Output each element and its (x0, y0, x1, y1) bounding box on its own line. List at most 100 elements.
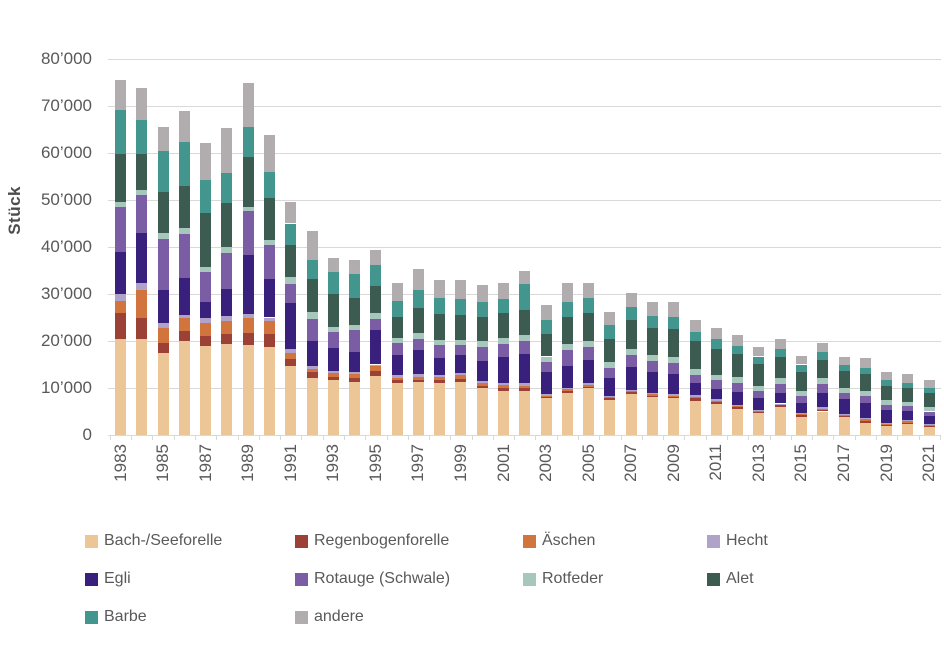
bar-segment-1985 (157, 352, 169, 435)
bar-segment-2021 (923, 392, 935, 408)
bar-segment-2003 (540, 356, 552, 362)
bar-segment-1993 (327, 332, 339, 348)
bar-segment-2020 (902, 422, 914, 425)
x-axis-tick (556, 435, 558, 440)
bar-segment-2013 (753, 364, 765, 387)
bar-segment-2014 (774, 405, 786, 408)
bar-segment-2018 (859, 373, 871, 391)
bar-segment-2016 (817, 411, 829, 435)
bar-segment-1999 (455, 280, 467, 299)
x-axis-year-label: 2017 (834, 444, 854, 482)
bar-segment-1998 (434, 383, 446, 435)
bar-segment-2009 (668, 357, 680, 364)
bar-segment-2012 (732, 391, 744, 405)
bar-segment-2005 (583, 359, 595, 384)
bar-segment-2020 (902, 410, 914, 420)
x-axis-year-label: 1995 (365, 444, 385, 482)
bar-segment-2004 (561, 282, 573, 302)
x-axis-tick (854, 435, 856, 440)
bar-segment-1983 (115, 207, 126, 253)
bar-segment-2012 (732, 407, 744, 410)
bar-segment-2018 (859, 395, 871, 403)
bar-segment-2017 (838, 387, 850, 393)
bar-segment-2002 (519, 270, 531, 284)
bar-segment-2011 (710, 374, 722, 381)
bar-segment-1994 (349, 325, 361, 331)
bar-segment-2020 (902, 424, 914, 435)
legend-label: Regenbogenforelle (314, 532, 450, 549)
bar-segment-1994 (349, 274, 361, 298)
gridline (108, 153, 941, 154)
bar-segment-2008 (647, 396, 658, 435)
bar-segment-1991 (285, 201, 297, 224)
bar-segment-2009 (668, 396, 680, 399)
bar-segment-2008 (647, 355, 658, 361)
bar-segment-2012 (732, 354, 744, 378)
legend-label: Hecht (726, 532, 768, 549)
bar-segment-1990 (263, 347, 275, 435)
bar-segment-1989 (242, 210, 254, 255)
bar-segment-1992 (306, 260, 318, 280)
x-axis-tick (535, 435, 537, 440)
bar-segment-2008 (647, 394, 658, 396)
y-axis-tick-label: 70’000 (40, 96, 92, 115)
bar-segment-2021 (923, 380, 935, 388)
bar-segment-2007 (625, 390, 637, 393)
bar-segment-2001 (498, 313, 510, 339)
bar-segment-2021 (923, 424, 935, 426)
x-axis-tick (386, 435, 388, 440)
bar-segment-1995 (370, 264, 382, 286)
bar-segment-2020 (902, 388, 914, 402)
y-axis-tick-label: 80’000 (40, 49, 92, 68)
bar-segment-2003 (540, 394, 552, 396)
bar-segment-1987 (200, 335, 212, 347)
bar-segment-2014 (774, 349, 786, 357)
bar-segment-2020 (902, 373, 914, 383)
bar-segment-2019 (881, 372, 893, 380)
bar-segment-2011 (710, 399, 722, 401)
bar-segment-2001 (498, 384, 510, 389)
y-axis-tick-label: 50’000 (40, 190, 92, 209)
bar-segment-1988 (221, 320, 233, 334)
bar-segment-2013 (753, 356, 765, 365)
bar-segment-2010 (689, 400, 701, 435)
bar-segment-2013 (753, 386, 765, 391)
bar-segment-1986 (178, 341, 190, 435)
bar-segment-1996 (391, 301, 403, 317)
bar-segment-2000 (476, 301, 488, 317)
bar-segment-1996 (391, 337, 403, 344)
bar-segment-2007 (625, 319, 637, 350)
bar-segment-1996 (391, 283, 403, 302)
bar-segment-2004 (561, 349, 573, 366)
bar-segment-2012 (732, 346, 744, 355)
bar-segment-1991 (285, 245, 297, 277)
x-axis-year-label: 2009 (663, 444, 683, 482)
legend-swatch (295, 611, 308, 624)
bar-segment-2021 (923, 425, 935, 427)
bar-segment-2008 (647, 392, 658, 395)
bar-segment-1994 (349, 374, 361, 379)
bar-segment-1999 (455, 373, 467, 376)
bar-segment-1987 (200, 301, 212, 319)
bar-segment-2000 (476, 316, 488, 341)
x-axis-tick (131, 435, 133, 440)
bar-segment-1997 (412, 349, 424, 375)
x-axis-tick (705, 435, 707, 440)
bar-segment-2006 (604, 378, 616, 396)
x-axis-tick (152, 435, 154, 440)
bar-segment-2008 (647, 371, 658, 393)
bar-segment-2015 (795, 372, 807, 391)
bar-segment-1999 (455, 375, 467, 380)
bar-segment-1998 (434, 345, 446, 358)
bar-segment-2016 (817, 392, 829, 408)
bar-segment-2011 (710, 339, 722, 349)
bar-segment-1988 (221, 252, 233, 290)
bar-segment-2020 (902, 421, 914, 423)
legend-label: Egli (104, 570, 131, 587)
bar-segment-1989 (242, 314, 254, 319)
legend-swatch (295, 535, 308, 548)
bar-segment-2009 (668, 363, 680, 374)
bar-segment-2010 (689, 396, 701, 399)
bar-segment-1990 (263, 171, 275, 199)
bar-segment-2016 (817, 383, 829, 393)
